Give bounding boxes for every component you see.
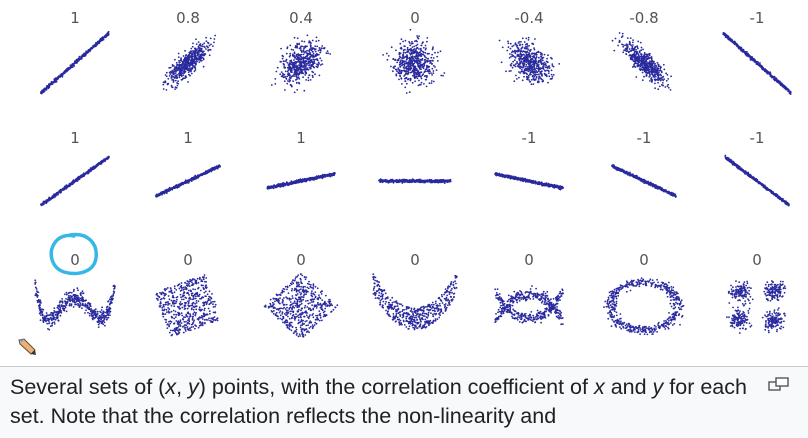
correlation-label: 0: [70, 251, 80, 269]
correlation-label: 1: [70, 129, 80, 147]
scatter-plot-diamond: [263, 273, 339, 338]
correlation-label: 1: [70, 9, 80, 27]
scatter-plot-slope-steep-pos: [40, 155, 110, 207]
correlation-label: 0: [410, 9, 420, 27]
correlation-label: 0: [296, 251, 306, 269]
scatter-plot-x-shape: [494, 285, 564, 326]
correlation-label: -0.4: [514, 9, 543, 27]
caption-var-x: x: [165, 375, 177, 399]
scatter-plot-cloud-0: [382, 28, 446, 94]
scatter-plot-slope-flat-neg: [494, 172, 564, 191]
scatter-plot-line-pos: [40, 30, 110, 95]
scatter-plot-rotated-square: [155, 274, 219, 337]
correlation-label: 0: [183, 251, 193, 269]
correlation-label: 0: [524, 251, 534, 269]
scatter-plot-w-shape: [34, 279, 116, 331]
scatter-plot-slope-flat-pos: [266, 171, 336, 190]
correlation-label: 0: [410, 251, 420, 269]
scatter-plot-cloud--0.8: [611, 32, 672, 91]
correlation-label: -1: [750, 129, 765, 147]
correlation-figure: 1 0.8 0.4 0 -0.4 -0.8 -1 1 1 1 -1 -1 -1 0 0 0 0 0 0 0: [34, 9, 792, 338]
figure-caption: Several sets of (x, y) points, with the …: [0, 366, 808, 438]
correlation-label: 0.8: [176, 9, 200, 27]
correlation-label: 0: [752, 251, 762, 269]
scatter-plot-four-clusters: [726, 280, 787, 334]
correlation-label: 1: [296, 129, 306, 147]
correlation-plots: 1 0.8 0.4 0 -0.4 -0.8 -1 1 1 1 -1 -1 -1 0 0 0 0 0 0 0: [34, 9, 792, 338]
correlation-label: 0.4: [289, 9, 313, 27]
scatter-plot-slope-mid-pos: [155, 164, 221, 198]
scatter-plot-slope-mid-neg: [611, 164, 677, 198]
correlation-label: -1: [522, 129, 537, 147]
scatter-plot-parabola: [372, 273, 458, 331]
correlation-label: -1: [637, 129, 652, 147]
correlation-label: 0: [639, 251, 649, 269]
enlarge-icon[interactable]: [768, 376, 790, 394]
caption-text-1: Several sets of (: [10, 375, 166, 399]
caption-text-3: ) points, with the correlation coefficie…: [198, 375, 594, 399]
scatter-plot-ring: [603, 277, 685, 336]
scatter-plot-cloud-0.4: [270, 34, 332, 94]
caption-var-x-2: x: [593, 375, 605, 399]
annotation-circle: [49, 232, 98, 276]
scatter-plot-cloud--0.4: [498, 36, 561, 86]
caption-var-y-2: y: [652, 375, 664, 399]
correlation-label: -1: [750, 9, 765, 27]
correlation-label: -0.8: [629, 9, 658, 27]
caption-text-4: and: [604, 375, 653, 399]
correlation-label: 1: [183, 129, 193, 147]
pencil-icon[interactable]: [16, 336, 38, 358]
caption-var-y: y: [188, 375, 199, 399]
caption-text-5: for each set. Note that the correlation …: [10, 375, 747, 428]
scatter-plot-line-neg: [722, 32, 792, 95]
scatter-plot-slope-zero: [378, 178, 452, 185]
scatter-plot-cloud-0.8: [162, 34, 217, 91]
scatter-plot-slope-steep-neg: [724, 154, 790, 207]
caption-text-2: ,: [176, 375, 189, 399]
